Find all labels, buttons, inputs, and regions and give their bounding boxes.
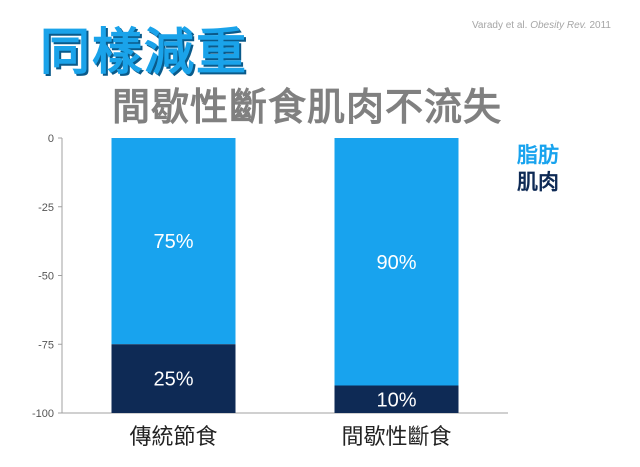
- y-tick-label: -75: [38, 339, 54, 351]
- bar-fat: [334, 138, 459, 386]
- source-journal: Obesity Rev.: [530, 20, 587, 31]
- chart-title: 同樣減重: [40, 23, 248, 81]
- x-category-label: 間歇性斷食: [341, 425, 451, 450]
- legend-fat: 脂肪: [517, 143, 559, 167]
- data-label: 10%: [376, 389, 416, 411]
- data-label: 25%: [153, 369, 193, 391]
- source-citation: Varady et al. Obesity Rev. 2011: [472, 20, 611, 31]
- data-label: 75%: [153, 231, 193, 253]
- y-tick-label: -25: [38, 202, 54, 214]
- source-authors: Varady et al.: [472, 20, 528, 31]
- legend-muscle: 肌肉: [517, 170, 559, 194]
- y-tick-label: -100: [32, 408, 54, 420]
- bar-muscle: [111, 344, 236, 413]
- y-tick-label: 0: [48, 133, 54, 145]
- legend: 脂肪 肌肉: [517, 142, 559, 196]
- chart-subtitle: 間歇性斷食肌肉不流失: [112, 85, 503, 129]
- bar-muscle: [334, 385, 459, 413]
- bar-fat: [111, 138, 236, 345]
- source-year: 2011: [589, 20, 611, 31]
- data-label: 90%: [376, 252, 416, 274]
- y-tick-label: -50: [38, 271, 54, 283]
- x-category-label: 傳統節食: [129, 425, 217, 450]
